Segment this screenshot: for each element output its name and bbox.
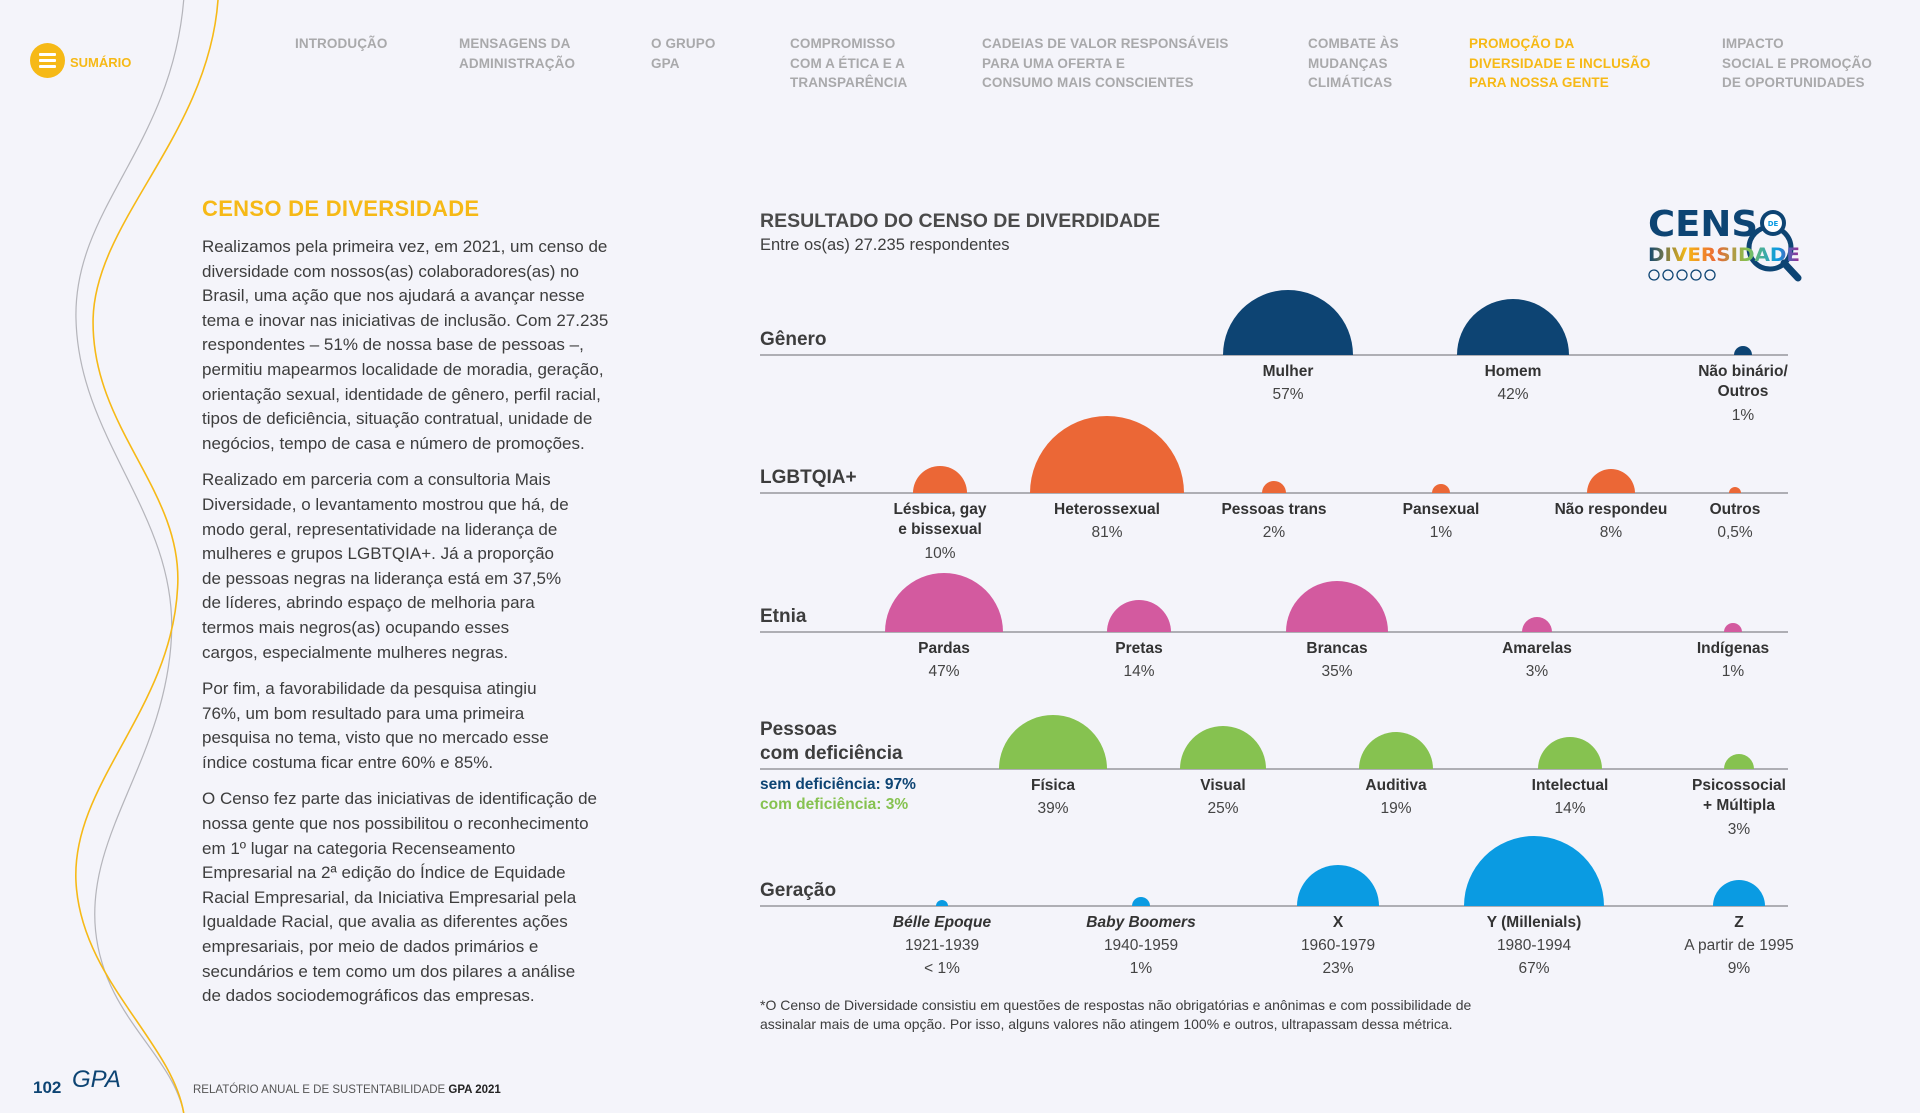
chart-title: RESULTADO DO CENSO DE DIVERDIDADE: [760, 210, 1161, 232]
summary-link[interactable]: SUMÁRIO: [70, 55, 132, 70]
category-label: Bélle Epoque: [892, 914, 992, 931]
semicircle-mark: [1261, 480, 1287, 493]
report-year: GPA 2021: [448, 1084, 501, 1096]
nav-combate[interactable]: COMBATE ÀS MUDANÇAS CLIMÁTICAS: [1308, 36, 1399, 90]
category-label: Baby Boomers: [1086, 914, 1196, 931]
paragraph: O Censo fez parte das iniciativas de ide…: [202, 789, 598, 1006]
chart-subtitle: Entre os(as) 27.235 respondentes: [760, 236, 1010, 254]
category-label: Homem: [1484, 363, 1542, 380]
value-label: 1%: [1721, 663, 1745, 680]
value-label: 39%: [1037, 800, 1069, 817]
value-label: A partir de 1995 9%: [1684, 937, 1794, 977]
category-label: Amarelas: [1502, 640, 1572, 657]
value-label: 3%: [1525, 663, 1549, 680]
category-label: Mulher: [1262, 363, 1314, 380]
value-label: 2%: [1262, 524, 1286, 541]
value-label: 3%: [1727, 821, 1751, 838]
svg-text:DE: DE: [1768, 220, 1779, 228]
nav-grupo-gpa[interactable]: O GRUPO GPA: [651, 36, 716, 71]
category-label: Z: [1734, 914, 1744, 931]
svg-text:CENS: CENS: [1648, 204, 1758, 245]
category-label: Visual: [1200, 777, 1246, 794]
category-label: Pessoas trans: [1221, 501, 1327, 518]
value-label: 25%: [1207, 800, 1239, 817]
nav-diversidade[interactable]: PROMOÇÃO DA DIVERSIDADE E INCLUSÃO PARA …: [1469, 36, 1651, 90]
footer-text: RELATÓRIO ANUAL E DE SUSTENTABILIDADE GP…: [193, 1084, 501, 1096]
value-label: 42%: [1497, 386, 1529, 403]
category-label: Intelectual: [1531, 777, 1609, 794]
row-axis-line: [760, 354, 1788, 356]
semicircle-mark: [1734, 346, 1752, 355]
row-axis-line: [760, 631, 1788, 633]
semicircle-mark: [935, 899, 949, 906]
category-label: Indígenas: [1696, 640, 1770, 657]
value-label: 10%: [924, 545, 956, 562]
footnote: *O Censo de Diversidade consistiu em que…: [760, 997, 1472, 1032]
semicircle-mark: [1132, 897, 1150, 906]
value-label: 8%: [1599, 524, 1623, 541]
value-label: 14%: [1554, 800, 1586, 817]
value-label: 1980-1994 67%: [1496, 937, 1572, 977]
value-label: 35%: [1321, 663, 1353, 680]
nav-mensagens[interactable]: MENSAGENS DA ADMINISTRAÇÃO: [459, 36, 576, 71]
report-name: RELATÓRIO ANUAL E DE SUSTENTABILIDADE: [193, 1084, 449, 1096]
value-label: 81%: [1091, 524, 1123, 541]
row-label: Pessoas com deficiência: [760, 719, 903, 764]
semicircle-mark: [1724, 754, 1754, 769]
semicircle-mark: [1432, 484, 1450, 493]
row-label: Etnia: [760, 606, 807, 627]
value-label: 1940-1959 1%: [1103, 937, 1179, 977]
category-label: Não respondeu: [1554, 501, 1668, 518]
category-label: Lésbica, gay e bissexual: [893, 501, 987, 538]
value-label: 57%: [1272, 386, 1304, 403]
value-label: 47%: [928, 663, 960, 680]
category-label: Y (Millenials): [1486, 914, 1582, 931]
row-axis-line: [760, 492, 1788, 494]
paragraph: Por fim, a favorabilidade da pesquisa at…: [202, 679, 549, 772]
nav-cadeias[interactable]: CADEIAS DE VALOR RESPONSÁVEIS PARA UMA O…: [982, 36, 1229, 90]
value-label: 19%: [1380, 800, 1412, 817]
value-label: 1%: [1429, 524, 1453, 541]
value-label: 1%: [1731, 407, 1755, 424]
censo-diversidade-logo: CENS DE DIVERSIDADE: [1648, 204, 1802, 282]
legend-without-disability: sem deficiência: 97%: [760, 776, 916, 793]
value-label: 1921-1939 < 1%: [904, 937, 980, 977]
category-label: Psicossocial + Múltipla: [1692, 777, 1786, 814]
category-label: Física: [1031, 777, 1075, 794]
row-axis-line: [760, 768, 1788, 770]
row-label: Gênero: [760, 329, 827, 350]
category-label: X: [1332, 914, 1344, 931]
value-label: 14%: [1123, 663, 1155, 680]
menu-button[interactable]: [30, 43, 65, 78]
row-axis-line: [760, 905, 1788, 907]
legend-with-disability: com deficiência: 3%: [760, 796, 909, 813]
nav-introducao[interactable]: INTRODUÇÃO: [295, 36, 388, 51]
value-label: 0,5%: [1717, 524, 1753, 541]
row-label: Geração: [760, 880, 837, 901]
gpa-logo: GPA: [72, 1066, 121, 1093]
category-label: Heterossexual: [1054, 501, 1160, 518]
row-label: LGBTQIA+: [760, 467, 857, 488]
category-label: Outros: [1709, 501, 1761, 518]
paragraph: Realizamos pela primeira vez, em 2021, u…: [202, 237, 609, 453]
category-label: Pansexual: [1402, 501, 1480, 518]
category-label: Não binário/ Outros: [1698, 363, 1788, 400]
semicircle-mark: [1724, 623, 1742, 632]
svg-text:DIVERSIDADE: DIVERSIDADE: [1648, 244, 1800, 266]
category-label: Brancas: [1306, 640, 1368, 657]
category-label: Pretas: [1115, 640, 1163, 657]
nav-impacto[interactable]: IMPACTO SOCIAL E PROMOÇÃO DE OPORTUNIDAD…: [1722, 36, 1872, 90]
section-title: CENSO DE DIVERSIDADE: [202, 196, 480, 221]
paragraph: Realizado em parceria com a consultoria …: [202, 470, 569, 662]
nav-compromisso[interactable]: COMPROMISSO COM A ÉTICA E A TRANSPARÊNCI…: [790, 36, 908, 90]
category-label: Pardas: [918, 640, 970, 657]
value-label: 1960-1979 23%: [1300, 937, 1376, 977]
semicircle-mark: [1728, 486, 1742, 493]
body-text: Realizamos pela primeira vez, em 2021, u…: [202, 235, 672, 1021]
category-label: Auditiva: [1365, 777, 1427, 794]
page-number: 102: [33, 1078, 62, 1097]
semicircle-mark: [1522, 617, 1552, 632]
